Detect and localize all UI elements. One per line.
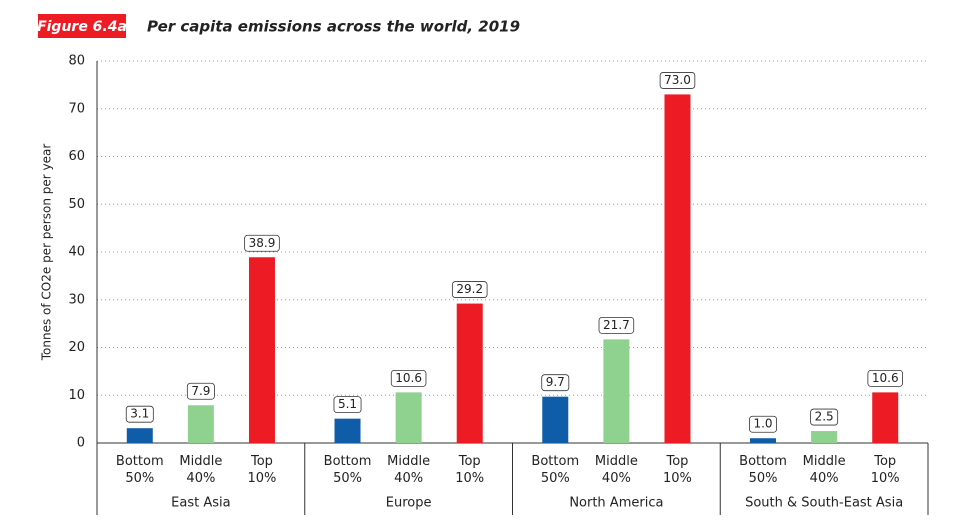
x-tick-label: Middle 40% <box>595 454 638 486</box>
value-label-box <box>333 396 362 414</box>
x-group-label: East Asia <box>171 496 230 511</box>
value-label-box <box>186 382 215 400</box>
bar <box>126 428 153 443</box>
y-tick-label: 40 <box>68 245 85 260</box>
value-label: 1.0 <box>753 417 772 431</box>
x-group-label: North America <box>569 496 663 511</box>
value-label-box <box>867 369 903 387</box>
bar <box>395 392 422 443</box>
value-label: 10.6 <box>395 371 422 385</box>
x-tick-label: Top 10% <box>871 454 900 486</box>
bar <box>750 438 777 443</box>
value-label-box <box>244 234 280 252</box>
x-tick-label: Middle 40% <box>387 454 430 486</box>
x-tick-label: Top 10% <box>455 454 484 486</box>
value-label-box <box>749 415 777 433</box>
x-tick-label: Middle 40% <box>179 454 222 486</box>
y-tick-label: 50 <box>68 197 85 212</box>
y-tick-label: 0 <box>77 436 85 451</box>
x-tick-label: Bottom 50% <box>116 454 164 486</box>
y-tick-label: 20 <box>68 340 85 355</box>
value-label: 29.2 <box>456 282 483 296</box>
y-tick-label: 60 <box>68 149 85 164</box>
value-label-box <box>659 72 696 89</box>
x-tick-label: Top 10% <box>248 454 277 486</box>
value-label: 10.6 <box>872 371 899 385</box>
bar <box>456 303 483 443</box>
value-label: 7.9 <box>191 384 210 398</box>
figure-label-box <box>38 14 126 38</box>
figure-label: Figure 6.4a <box>37 19 127 35</box>
x-group-label: South & South-East Asia <box>745 496 903 511</box>
y-tick-label: 30 <box>68 292 85 307</box>
value-label: 38.9 <box>249 236 276 250</box>
value-label-box <box>598 316 635 334</box>
bar <box>334 418 361 443</box>
value-label: 9.7 <box>546 375 565 389</box>
y-tick-label: 70 <box>68 101 85 116</box>
value-label: 73.0 <box>664 73 691 87</box>
value-label-box <box>390 369 427 387</box>
bar <box>664 94 691 444</box>
y-tick-label: 80 <box>68 54 85 69</box>
x-tick-label: Middle 40% <box>803 454 846 486</box>
y-axis-label: Tonnes of CO2e per person per year <box>40 144 54 362</box>
value-label-box <box>810 408 839 426</box>
bar <box>542 396 569 443</box>
value-label-box <box>541 374 570 392</box>
bar <box>248 257 275 443</box>
value-label: 3.1 <box>130 407 149 421</box>
x-tick-label: Top 10% <box>663 454 692 486</box>
bar <box>187 405 214 443</box>
value-label: 5.1 <box>338 397 357 411</box>
x-tick-label: Bottom 50% <box>739 454 787 486</box>
value-label-box <box>125 405 154 423</box>
value-label: 2.5 <box>815 410 834 424</box>
bar <box>872 392 899 443</box>
y-tick-label: 10 <box>68 388 85 403</box>
chart-title: Per capita emissions across the world, 2… <box>147 18 520 36</box>
x-tick-label: Bottom 50% <box>531 454 579 486</box>
bar <box>811 431 838 443</box>
bar <box>603 339 630 443</box>
x-group-label: Europe <box>386 496 432 511</box>
value-label-box <box>451 281 488 298</box>
x-tick-label: Bottom 50% <box>324 454 372 486</box>
value-label: 21.7 <box>603 318 630 332</box>
